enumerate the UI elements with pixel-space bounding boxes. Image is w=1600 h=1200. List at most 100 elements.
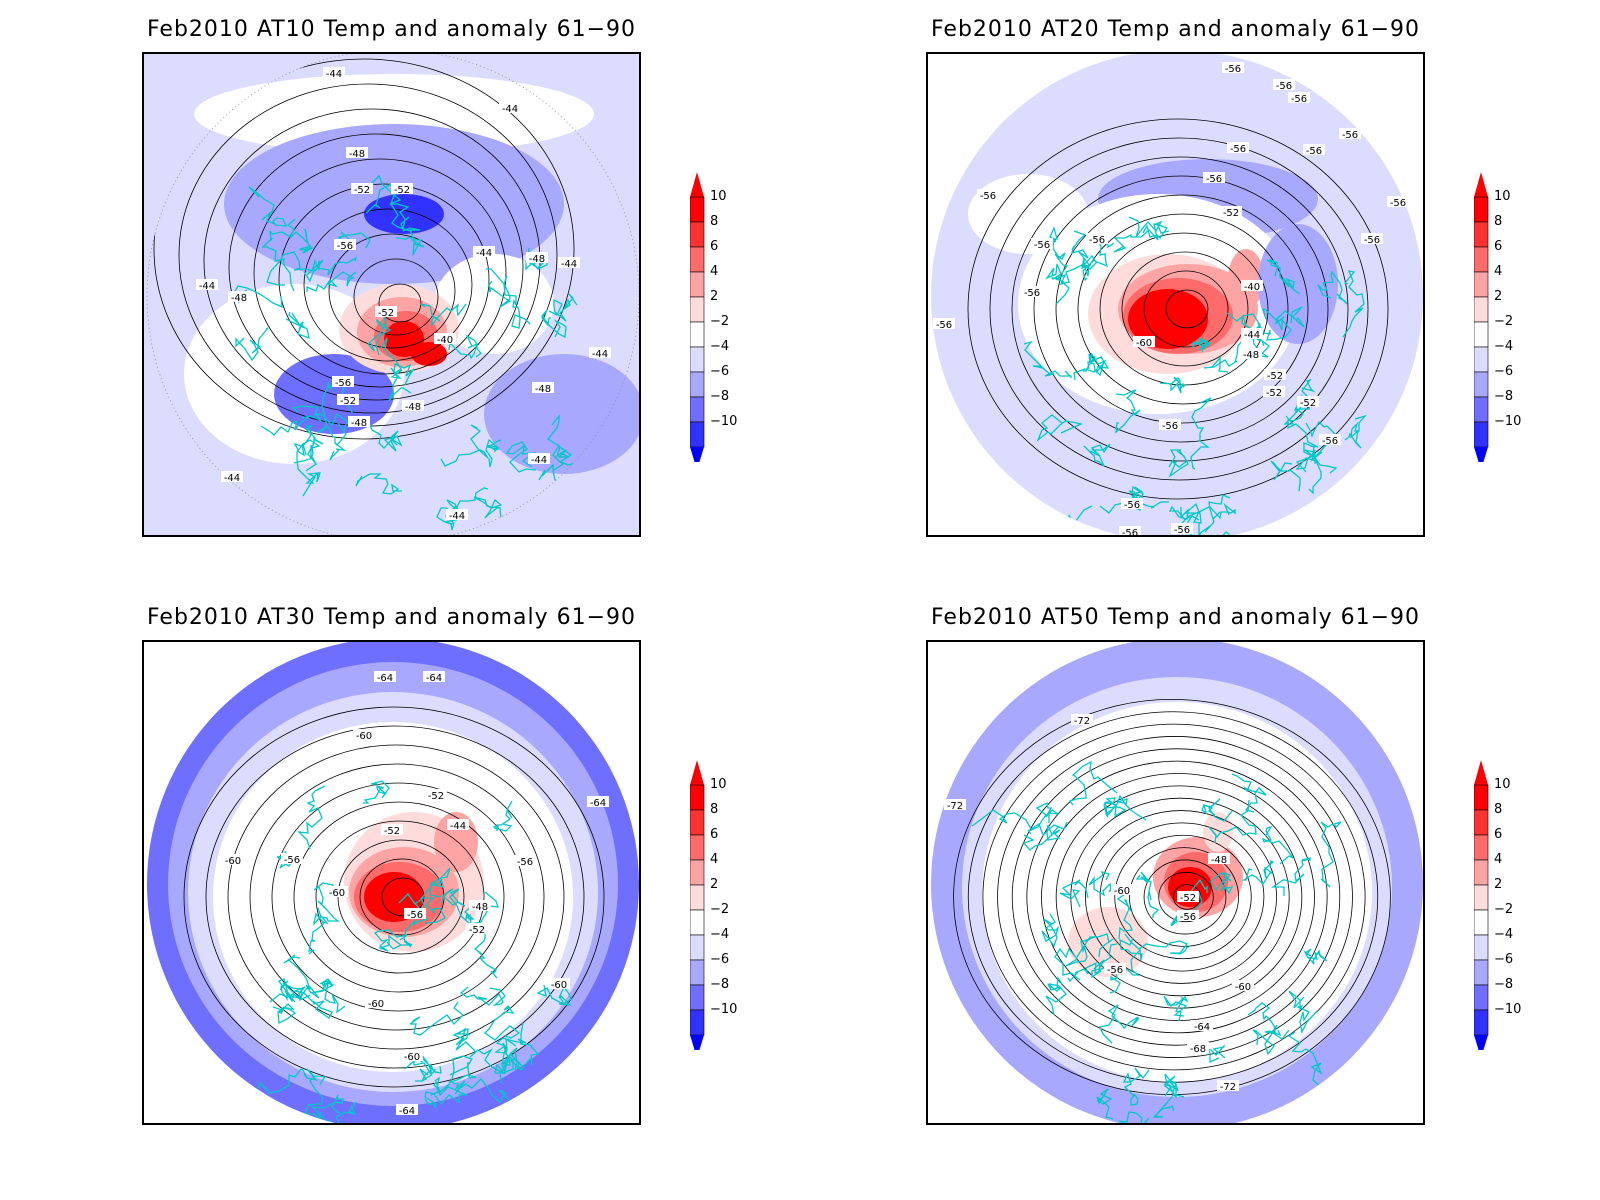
colorbar-tick-label: −10 bbox=[710, 414, 738, 429]
contour-label: -52 bbox=[466, 923, 488, 936]
contour-label: -48 bbox=[532, 382, 554, 395]
colorbar-tick-label: −6 bbox=[1494, 364, 1514, 379]
svg-text:-56: -56 bbox=[1124, 500, 1140, 511]
colorbar-segment bbox=[1474, 934, 1489, 961]
colorbar-tick-label: 10 bbox=[1494, 777, 1511, 792]
svg-text:-56: -56 bbox=[1225, 64, 1241, 75]
colorbar-segment bbox=[690, 246, 705, 273]
svg-text:-60: -60 bbox=[404, 1052, 420, 1063]
anomaly-fill bbox=[147, 642, 639, 1123]
svg-text:-52: -52 bbox=[1300, 398, 1316, 409]
colorbar-min-arrow bbox=[1474, 447, 1488, 462]
contour-label: -56 bbox=[1288, 92, 1310, 105]
temperature-contours bbox=[153, 58, 575, 440]
colorbar-segment bbox=[690, 221, 705, 248]
svg-text:-44: -44 bbox=[1244, 330, 1260, 341]
colorbar-tick-label: 2 bbox=[1494, 289, 1503, 304]
colorbar-tick-label: −2 bbox=[1494, 902, 1514, 917]
svg-text:-52: -52 bbox=[1267, 371, 1283, 382]
colorbar-segment bbox=[1474, 196, 1489, 223]
colorbar-segment bbox=[690, 196, 705, 223]
contour-label: -56 bbox=[281, 853, 303, 866]
colorbar-tick-label: −4 bbox=[710, 927, 730, 942]
svg-text:-48: -48 bbox=[529, 254, 545, 265]
svg-text:-56: -56 bbox=[1291, 94, 1307, 105]
colorbar-tick-label: 6 bbox=[710, 827, 719, 842]
contour-label: -64 bbox=[396, 1104, 418, 1117]
contour-line bbox=[1070, 797, 1290, 997]
svg-text:-56: -56 bbox=[1306, 146, 1322, 157]
contour-line bbox=[953, 698, 1391, 1096]
svg-text:-56: -56 bbox=[1322, 436, 1338, 447]
contour-label: -52 bbox=[1220, 206, 1242, 219]
svg-text:-44: -44 bbox=[531, 455, 547, 466]
svg-text:-56: -56 bbox=[1364, 235, 1380, 246]
colorbar-min-arrow bbox=[690, 1035, 704, 1050]
contour-label: -60 bbox=[326, 886, 348, 899]
contour-label: -56 bbox=[1159, 419, 1181, 432]
colorbar-segment bbox=[1474, 371, 1489, 398]
contour-label: -60 bbox=[1111, 884, 1133, 897]
contour-line bbox=[153, 58, 575, 440]
contour-label: -56 bbox=[1361, 233, 1383, 246]
colorbar-segment bbox=[1474, 221, 1489, 248]
svg-text:-64: -64 bbox=[426, 673, 442, 684]
contour-line bbox=[1041, 773, 1315, 1021]
contour-label: -44 bbox=[446, 509, 468, 522]
colorbar-tick-label: −10 bbox=[710, 1002, 738, 1017]
contour-label: -48 bbox=[1240, 348, 1262, 361]
temperature-contours bbox=[953, 698, 1391, 1096]
colorbar-tick-label: 4 bbox=[710, 852, 719, 867]
contour-label: -44 bbox=[221, 471, 243, 484]
contour-label: -56 bbox=[1227, 142, 1249, 155]
contour-label: -60 bbox=[353, 729, 375, 742]
colorbar-segment bbox=[1474, 246, 1489, 273]
svg-text:-44: -44 bbox=[449, 511, 465, 522]
contour-line bbox=[1033, 175, 1329, 443]
colorbar-segment bbox=[1474, 296, 1489, 323]
anomaly-region bbox=[1203, 812, 1233, 852]
contour-label: -52 bbox=[1177, 891, 1199, 904]
colorbar-tick-label: 4 bbox=[1494, 264, 1503, 279]
contour-line bbox=[982, 723, 1366, 1071]
contour-label: -48 bbox=[1208, 853, 1230, 866]
contour-label: -60 bbox=[548, 978, 570, 991]
contour-line bbox=[1121, 251, 1249, 367]
svg-text:-64: -64 bbox=[590, 798, 606, 809]
colorbar-segment bbox=[1474, 346, 1489, 373]
contour-label: -56 bbox=[1203, 172, 1225, 185]
svg-text:-60: -60 bbox=[329, 888, 345, 899]
svg-text:-56: -56 bbox=[1174, 525, 1190, 536]
contour-label: -52 bbox=[1297, 396, 1319, 409]
colorbar-tick-label: −4 bbox=[1494, 339, 1514, 354]
contour-line bbox=[253, 158, 507, 388]
colorbar-tick-label: 2 bbox=[1494, 877, 1503, 892]
contour-label: -60 bbox=[365, 997, 387, 1010]
colorbar-segment bbox=[690, 859, 705, 886]
colorbar-segment bbox=[690, 421, 705, 448]
contour-label: -56 bbox=[1104, 963, 1126, 976]
svg-text:-72: -72 bbox=[1220, 1082, 1236, 1093]
contour-label: -52 bbox=[375, 306, 397, 319]
contour-label: -52 bbox=[351, 183, 373, 196]
contour-label: -56 bbox=[334, 239, 356, 252]
contour-label: -48 bbox=[402, 400, 424, 413]
anomaly-region bbox=[364, 194, 444, 234]
anomaly-region bbox=[411, 342, 447, 366]
colorbar-segment bbox=[1474, 834, 1489, 861]
colorbar-segment bbox=[690, 834, 705, 861]
svg-text:-48: -48 bbox=[351, 418, 367, 429]
contour-label: -60 bbox=[1133, 336, 1155, 349]
colorbar-tick-label: −10 bbox=[1494, 1002, 1522, 1017]
colorbar-tick-label: −2 bbox=[1494, 314, 1514, 329]
svg-text:-56: -56 bbox=[407, 910, 423, 921]
contour-line bbox=[967, 118, 1389, 500]
contour-label: -56 bbox=[1303, 144, 1325, 157]
colorbar-tick-label: 8 bbox=[710, 214, 719, 229]
svg-text:-52: -52 bbox=[378, 308, 394, 319]
contour-label: -64 bbox=[587, 796, 609, 809]
contour-label: -60 bbox=[1232, 980, 1254, 993]
contour-label: -48 bbox=[526, 252, 548, 265]
svg-text:-56: -56 bbox=[284, 855, 300, 866]
svg-text:-56: -56 bbox=[1390, 198, 1406, 209]
